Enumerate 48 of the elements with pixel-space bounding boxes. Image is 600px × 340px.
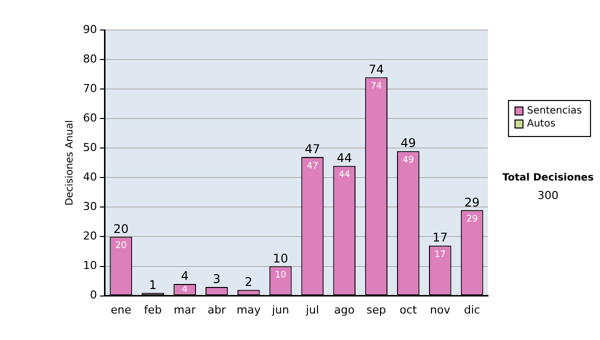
total-label: 4 bbox=[180, 269, 189, 284]
text: Total Decisiones bbox=[502, 172, 594, 184]
x-tick-label: sep bbox=[366, 303, 386, 316]
y-tick-label: 90 bbox=[82, 22, 97, 36]
x-tick-label: nov bbox=[430, 303, 451, 316]
data-label: 20 bbox=[115, 241, 127, 252]
total-label: 17 bbox=[432, 230, 448, 245]
x-tick-label: ago bbox=[334, 303, 355, 316]
y-tick-label: 60 bbox=[82, 111, 97, 124]
y-tick-label: 20 bbox=[82, 230, 97, 243]
total-label: 20 bbox=[113, 222, 129, 236]
y-tick-label: 50 bbox=[82, 140, 97, 154]
total-label: 74 bbox=[368, 62, 384, 76]
total-label: 3 bbox=[212, 272, 221, 286]
x-tick-label: jul bbox=[304, 303, 320, 316]
x-tick-label: ene bbox=[110, 303, 132, 316]
total-label: 2 bbox=[244, 275, 252, 290]
data-label: 74 bbox=[370, 82, 382, 92]
x-tick-label: oct bbox=[400, 303, 418, 316]
data-label: 4 bbox=[182, 284, 188, 295]
text: 300 bbox=[538, 188, 558, 202]
total-label: 10 bbox=[272, 251, 288, 266]
total-label: 1 bbox=[149, 278, 157, 292]
x-tick-label: abr bbox=[208, 303, 226, 316]
y-tick-label: 10 bbox=[82, 259, 97, 272]
data-label: 47 bbox=[306, 161, 318, 172]
data-label: 49 bbox=[402, 155, 414, 166]
total-label: 49 bbox=[400, 136, 416, 150]
x-tick-label: dic bbox=[464, 303, 480, 316]
legend-label: Sentencias bbox=[527, 106, 582, 117]
y-tick-label: 30 bbox=[82, 200, 97, 214]
legend-label: Autos bbox=[527, 118, 556, 130]
data-label: 10 bbox=[274, 270, 287, 281]
data-label: 17 bbox=[434, 250, 446, 260]
data-label: 29 bbox=[466, 214, 478, 224]
data-label: 44 bbox=[338, 170, 350, 180]
x-tick-label: may bbox=[236, 303, 262, 316]
x-tick-label: mar bbox=[174, 303, 196, 316]
x-tick-label: jun bbox=[271, 303, 290, 316]
y-tick-label: 80 bbox=[82, 52, 97, 66]
total-label: 44 bbox=[336, 150, 352, 165]
y-tick-label: 40 bbox=[82, 170, 97, 184]
y-tick-label: 0 bbox=[90, 288, 97, 302]
y-axis-title: Decisiones Anual bbox=[64, 120, 76, 206]
total-label: 29 bbox=[464, 195, 480, 210]
x-tick-label: feb bbox=[144, 303, 162, 316]
total-label: 47 bbox=[304, 142, 320, 156]
y-tick-label: 70 bbox=[82, 82, 97, 95]
